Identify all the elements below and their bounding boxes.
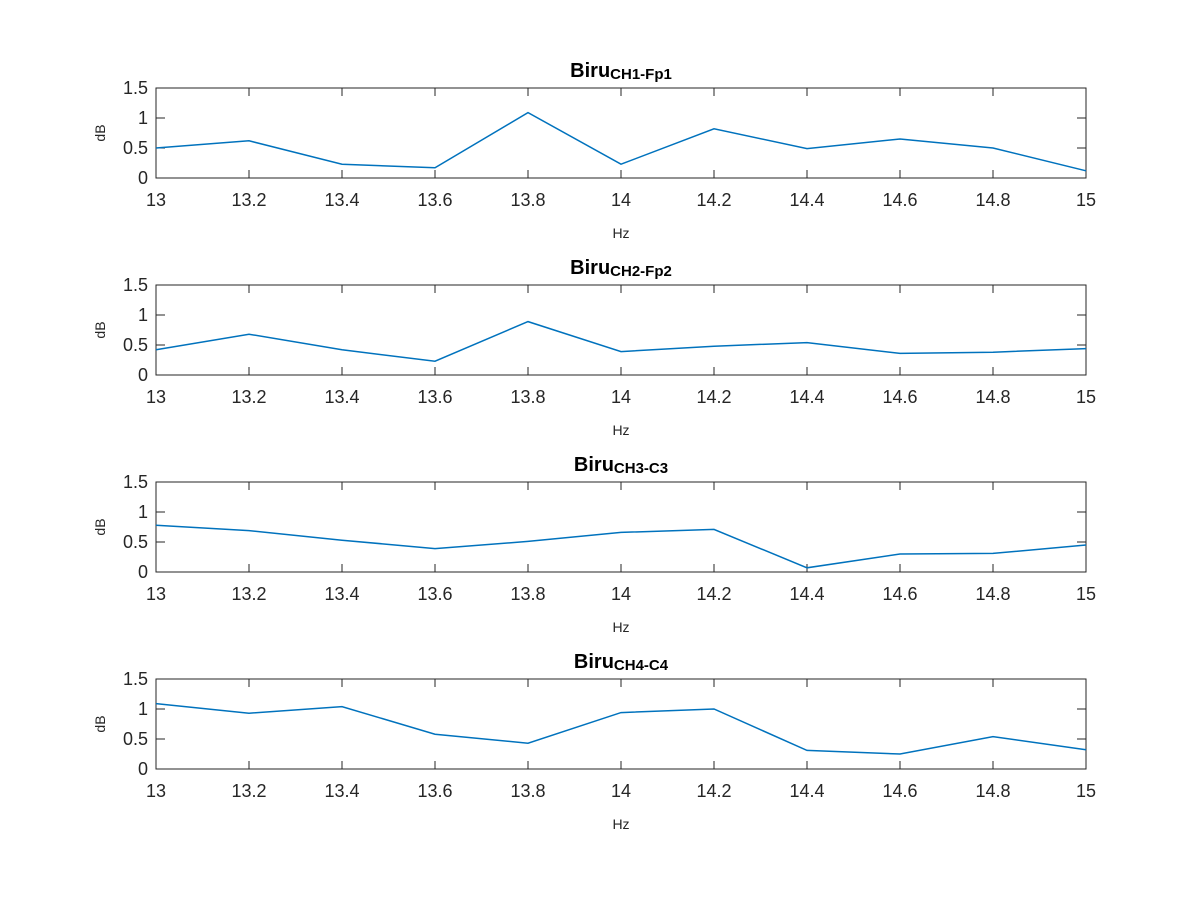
subplot-3: 13 13.2 13.4 13.6 13.8 14 14.2 14.4 14.6 14.8 15 0 0… [92,454,1096,635]
x-axis-label: Hz [612,422,629,438]
x-tick-label: 14.4 [789,584,824,604]
y-tick-label: 1 [138,305,148,325]
x-tick-label: 14.8 [975,584,1010,604]
y-tick-label: 0.5 [123,138,148,158]
y-tick-label: 1.5 [123,472,148,492]
y-tick-label: 1 [138,502,148,522]
y-tick-label: 0.5 [123,532,148,552]
x-tick-label: 13 [146,190,166,210]
y-tick-label: 0.5 [123,335,148,355]
plot-area [156,482,1086,572]
x-tick-label: 14.2 [696,584,731,604]
subplot-title-subscript: CH3-C3 [614,460,668,477]
x-tick-label: 14.2 [696,781,731,801]
subplot-2: 13 13.2 13.4 13.6 13.8 14 14.2 14.4 14.6 14.8 15 0 0… [92,257,1096,438]
x-tick-label: 14 [611,190,631,210]
x-tick-label: 14.6 [882,387,917,407]
x-tick-label: 13.6 [417,190,452,210]
x-axis-label: Hz [612,619,629,635]
y-tick-label: 0 [138,168,148,188]
subplot-title: BiruCH4-C4 [574,651,669,674]
x-tick-label: 15 [1076,781,1096,801]
x-tick-label: 13.2 [231,387,266,407]
x-tick-label: 14.8 [975,190,1010,210]
x-tick-label: 13 [146,781,166,801]
x-tick-label: 13.8 [510,387,545,407]
x-tick-label: 15 [1076,190,1096,210]
y-tick-label: 0 [138,365,148,385]
x-tick-label: 14.6 [882,190,917,210]
y-tick-label: 1 [138,108,148,128]
x-tick-label: 15 [1076,584,1096,604]
x-tick-label: 13 [146,584,166,604]
y-tick-label: 0 [138,759,148,779]
subplot-title-main: Biru [574,454,614,476]
x-tick-label: 13.8 [510,781,545,801]
x-tick-label: 14.4 [789,781,824,801]
y-tick-label: 1.5 [123,78,148,98]
plot-area [156,679,1086,769]
y-tick-label: 1 [138,699,148,719]
y-tick-label: 0.5 [123,729,148,749]
x-tick-label: 14.2 [696,190,731,210]
x-tick-label: 14.8 [975,387,1010,407]
x-tick-label: 13.8 [510,190,545,210]
x-tick-label: 14 [611,387,631,407]
x-tick-label: 14 [611,584,631,604]
x-tick-label: 13.2 [231,584,266,604]
subplot-4: 13 13.2 13.4 13.6 13.8 14 14.2 14.4 14.6 14.8 15 0 0… [92,651,1096,832]
subplot-title: BiruCH2-Fp2 [570,257,672,280]
x-tick-label: 13.4 [324,387,359,407]
x-tick-label: 13.4 [324,584,359,604]
x-tick-label: 13.6 [417,387,452,407]
subplot-1: 13 13.2 13.4 13.6 13.8 14 14.2 14.4 14.6 14.8 15 0 0… [92,60,1096,241]
x-tick-label: 13.6 [417,584,452,604]
subplot-title: BiruCH1-Fp1 [570,60,672,83]
subplot-title-subscript: CH1-Fp1 [610,66,672,83]
x-tick-label: 14.6 [882,584,917,604]
x-tick-label: 15 [1076,387,1096,407]
x-tick-label: 13.6 [417,781,452,801]
x-tick-label: 14.8 [975,781,1010,801]
x-tick-label: 13.4 [324,781,359,801]
x-tick-label: 13 [146,387,166,407]
subplot-title-subscript: CH4-C4 [614,657,669,674]
y-tick-label: 1.5 [123,669,148,689]
subplot-title: BiruCH3-C3 [574,454,668,477]
x-tick-label: 14.4 [789,190,824,210]
x-axis-label: Hz [612,816,629,832]
y-axis-label: dB [92,321,108,338]
x-tick-label: 13.8 [510,584,545,604]
x-tick-label: 13.2 [231,190,266,210]
subplot-title-subscript: CH2-Fp2 [610,263,672,280]
y-tick-label: 0 [138,562,148,582]
y-axis-label: dB [92,715,108,732]
plot-area [156,285,1086,375]
x-tick-label: 14.4 [789,387,824,407]
x-tick-label: 13.2 [231,781,266,801]
y-tick-label: 1.5 [123,275,148,295]
subplot-title-main: Biru [570,60,610,82]
subplot-title-main: Biru [570,257,610,279]
x-tick-label: 14 [611,781,631,801]
x-tick-label: 13.4 [324,190,359,210]
subplot-title-main: Biru [574,651,614,673]
x-tick-label: 14.6 [882,781,917,801]
x-axis-label: Hz [612,225,629,241]
y-axis-label: dB [92,124,108,141]
y-axis-label: dB [92,518,108,535]
x-tick-label: 14.2 [696,387,731,407]
